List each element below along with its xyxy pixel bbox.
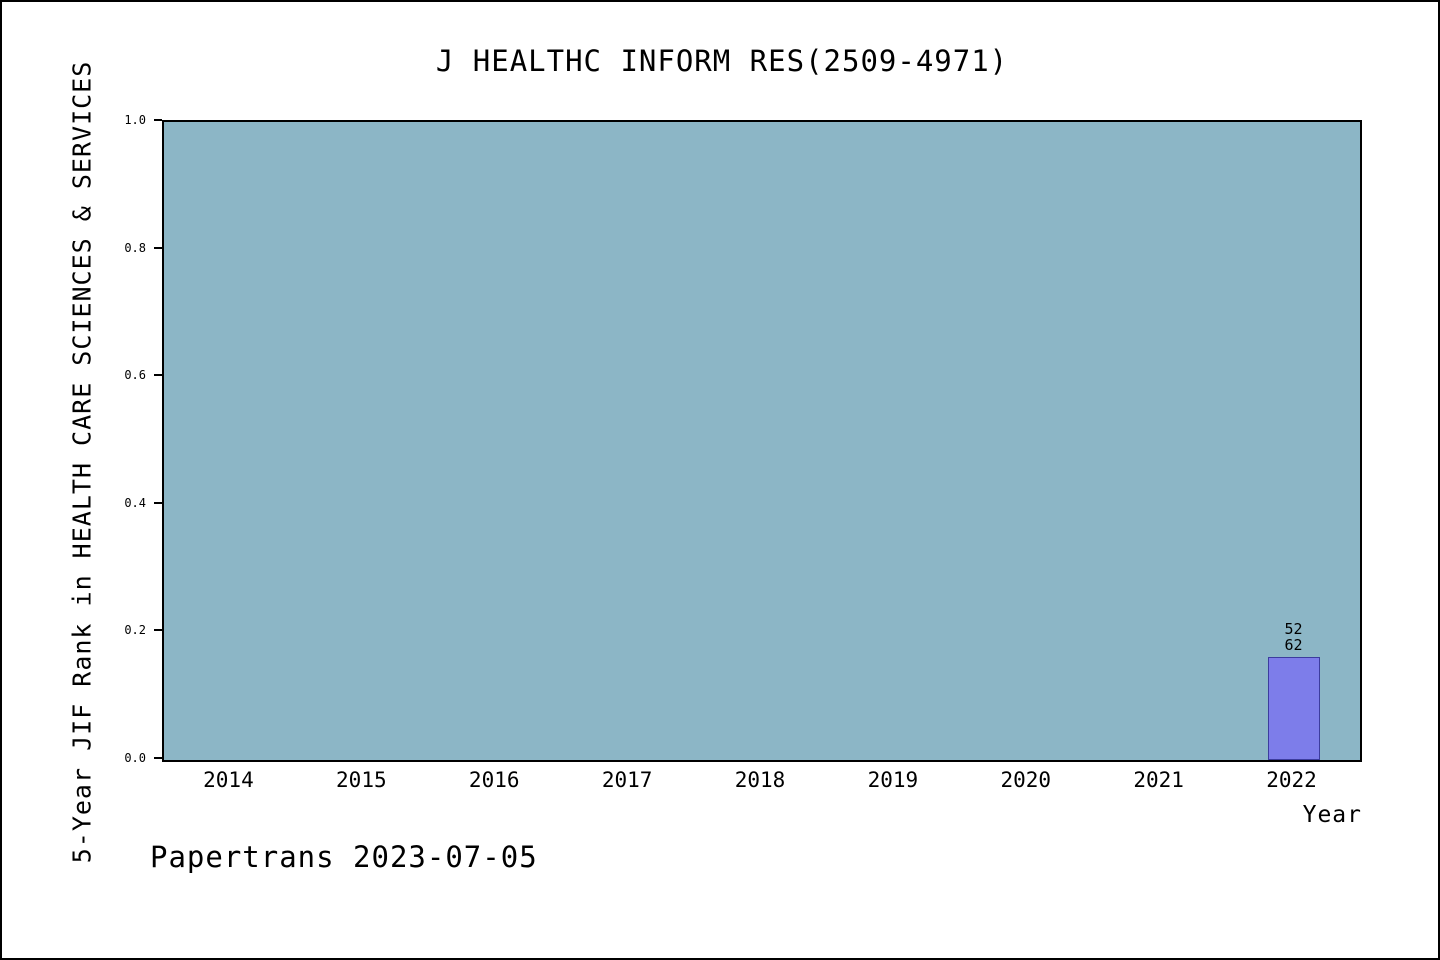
x-tick-label-2017: 2017 <box>601 768 653 792</box>
y-tick-label: 0.6 <box>124 368 146 383</box>
x-tick-label-2014: 2014 <box>203 768 254 792</box>
chart-title: J HEALTHC INFORM RES(2509-4971) <box>435 44 1009 78</box>
y-tick-mark <box>154 119 162 121</box>
y-tick-label: 0.0 <box>124 751 146 765</box>
x-axis-label: Year <box>1302 802 1362 828</box>
x-tick-label-2020: 2020 <box>1000 768 1052 792</box>
y-tick-label: 1.0 <box>124 113 146 127</box>
watermark-text: Papertrans 2023-07-05 <box>150 840 538 874</box>
y-tick-mark <box>154 374 162 377</box>
x-tick-label-2022: 2022 <box>1266 768 1317 792</box>
x-tick-label-2021: 2021 <box>1133 768 1184 792</box>
y-tick-mark <box>154 757 162 759</box>
bars-container: 52 62 <box>164 122 1360 760</box>
x-tick-label-2019: 2019 <box>867 768 919 792</box>
y-tick-label: 0.2 <box>124 623 146 638</box>
bar-2022 <box>1267 657 1320 760</box>
x-axis-ticks: 2014 2015 2016 2017 2018 2019 2020 2021 2022 <box>162 764 1362 798</box>
y-tick-mark <box>154 629 162 632</box>
y-tick-label: 0.8 <box>124 240 146 255</box>
x-tick-label-2018: 2018 <box>734 768 786 792</box>
x-tick-label-2015: 2015 <box>336 768 387 792</box>
bar-annotation-2022: 52 62 <box>1284 620 1303 655</box>
plot-area: 52 62 <box>162 120 1362 762</box>
y-axis-ticks: 0.0 0.2 0.4 0.6 0.8 1.0 <box>2 113 162 765</box>
y-tick-label: 0.4 <box>124 495 146 510</box>
x-tick-label-2016: 2016 <box>468 768 520 792</box>
y-tick-mark <box>154 246 162 249</box>
y-tick-mark <box>154 501 162 504</box>
